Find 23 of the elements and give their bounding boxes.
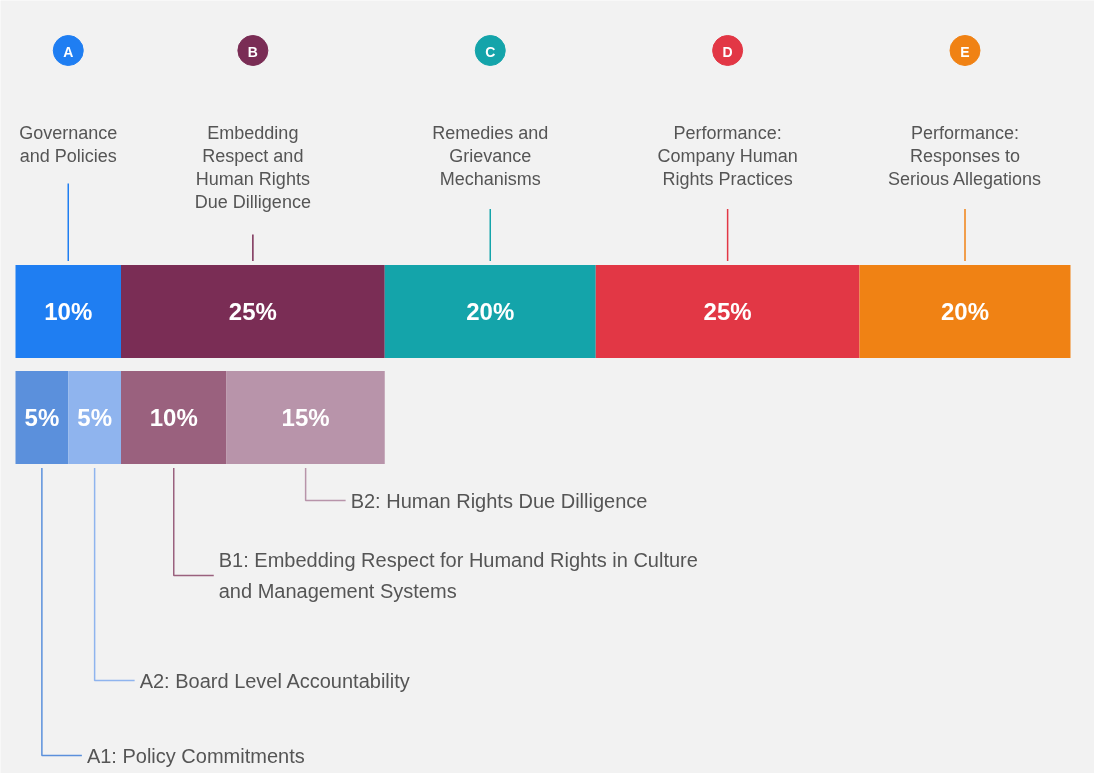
data-label: 25% — [703, 298, 752, 325]
data-label: 5% — [77, 404, 112, 431]
text: B — [247, 43, 258, 60]
text: Governance and Policies — [19, 122, 118, 166]
series-label: B2: Human Rights Due Dilligence — [350, 489, 648, 512]
data-label: 15% — [281, 404, 330, 431]
text: Performance: Company Human Rights Practices — [657, 122, 798, 189]
text: Performance: Responses to Serious Allegations — [887, 122, 1042, 189]
data-label: 20% — [940, 298, 990, 325]
text: Remedies and Grievance Mechanisms — [432, 122, 549, 189]
text: A2: Board Level Accountability — [139, 669, 410, 692]
data-label: 10% — [44, 298, 93, 325]
data-label: 25% — [228, 298, 277, 325]
text: A — [63, 43, 74, 60]
data-label: 5% — [24, 404, 60, 431]
text: B1: Embedding Respect for Humand Rights in Culture and Management Systems — [218, 548, 698, 603]
text: A1: Policy Commitments — [86, 744, 305, 767]
data-label: 10% — [149, 404, 198, 431]
text: C — [485, 43, 496, 60]
text: Embedding Respect and Human Rights Due Dilligence — [194, 122, 311, 212]
text: E — [960, 43, 970, 60]
data-label: 20% — [466, 298, 515, 325]
text: D — [722, 43, 733, 60]
